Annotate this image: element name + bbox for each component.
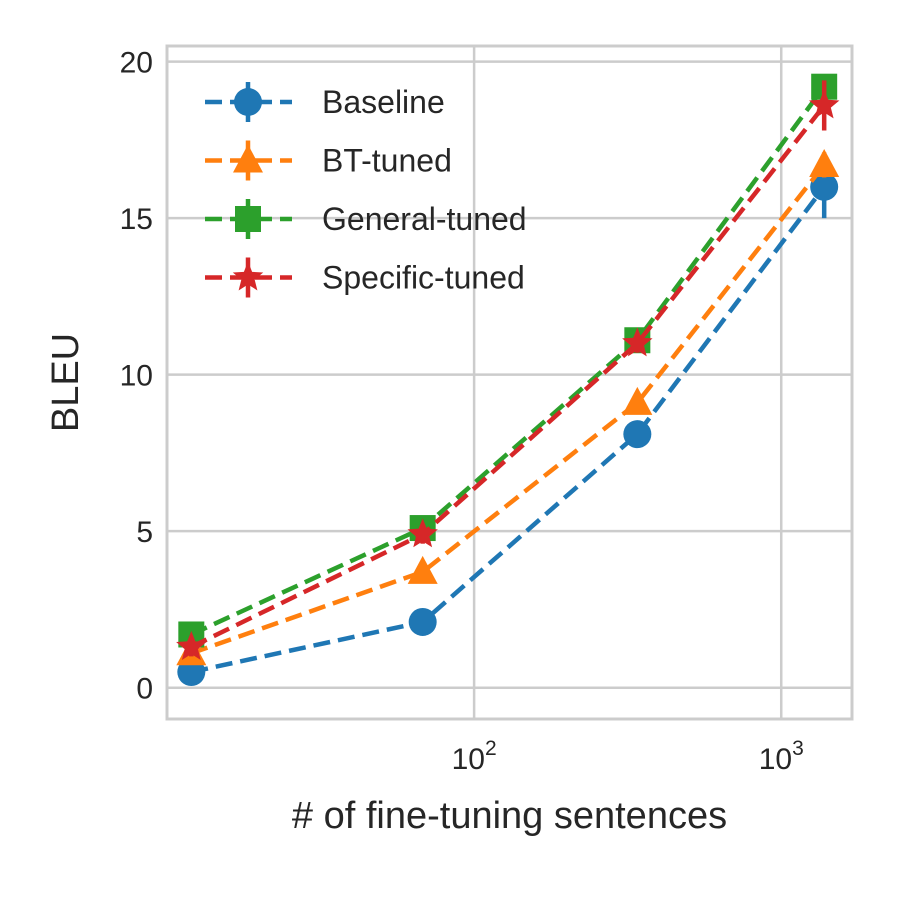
data-point-specific-tuned bbox=[176, 631, 207, 660]
legend-marker bbox=[235, 206, 261, 232]
y-tick-label: 5 bbox=[136, 516, 153, 549]
series-general-tuned bbox=[178, 73, 838, 648]
series-line-baseline bbox=[190, 185, 826, 675]
legend-label: Baseline bbox=[322, 84, 445, 120]
data-point-specific-tuned bbox=[407, 518, 438, 548]
y-tick-label: 0 bbox=[136, 673, 153, 706]
data-point-bt-tuned bbox=[809, 148, 840, 177]
series-layer bbox=[176, 73, 840, 687]
y-tick-label: 10 bbox=[120, 360, 153, 393]
data-point-baseline bbox=[408, 607, 437, 636]
data-point-baseline bbox=[810, 172, 839, 201]
data-point-bt-tuned bbox=[622, 386, 653, 415]
legend: Baseline BT-tuned General-tuned Specific-tu… bbox=[205, 82, 527, 298]
y-tick-label: 15 bbox=[120, 203, 153, 236]
legend-item-general-tuned: General-tuned bbox=[205, 199, 527, 239]
y-tick-label: 20 bbox=[120, 47, 153, 80]
data-point-specific-tuned bbox=[622, 327, 653, 357]
series-line-general-tuned bbox=[190, 85, 827, 637]
data-point-bt-tuned bbox=[407, 555, 438, 584]
legend-marker bbox=[234, 88, 262, 116]
series-specific-tuned bbox=[176, 80, 840, 660]
data-point-baseline bbox=[623, 420, 652, 449]
legend-marker bbox=[233, 144, 263, 173]
grid bbox=[167, 46, 852, 719]
x-axis-label: # of fine-tuning sentences bbox=[292, 795, 727, 837]
legend-label: BT-tuned bbox=[322, 143, 452, 179]
y-axis-label: BLEU bbox=[45, 333, 87, 432]
legend-item-baseline: Baseline bbox=[205, 82, 445, 122]
x-tick-label: 102 bbox=[452, 737, 497, 776]
data-point-specific-tuned bbox=[808, 89, 840, 119]
legend-marker bbox=[232, 261, 264, 291]
series-line-specific-tuned bbox=[190, 104, 826, 650]
legend-label: Specific-tuned bbox=[322, 260, 525, 296]
legend-item-bt-tuned: BT-tuned bbox=[205, 140, 452, 181]
legend-label: General-tuned bbox=[322, 201, 527, 237]
legend-item-specific-tuned: Specific-tuned bbox=[205, 257, 525, 298]
series-baseline bbox=[177, 155, 839, 687]
x-tick-label: 103 bbox=[759, 737, 804, 776]
tick-labels: 0 5 10 15 20 102 103 bbox=[120, 47, 804, 776]
series-line-bt-tuned bbox=[190, 163, 826, 656]
plot-frame bbox=[165, 44, 854, 721]
